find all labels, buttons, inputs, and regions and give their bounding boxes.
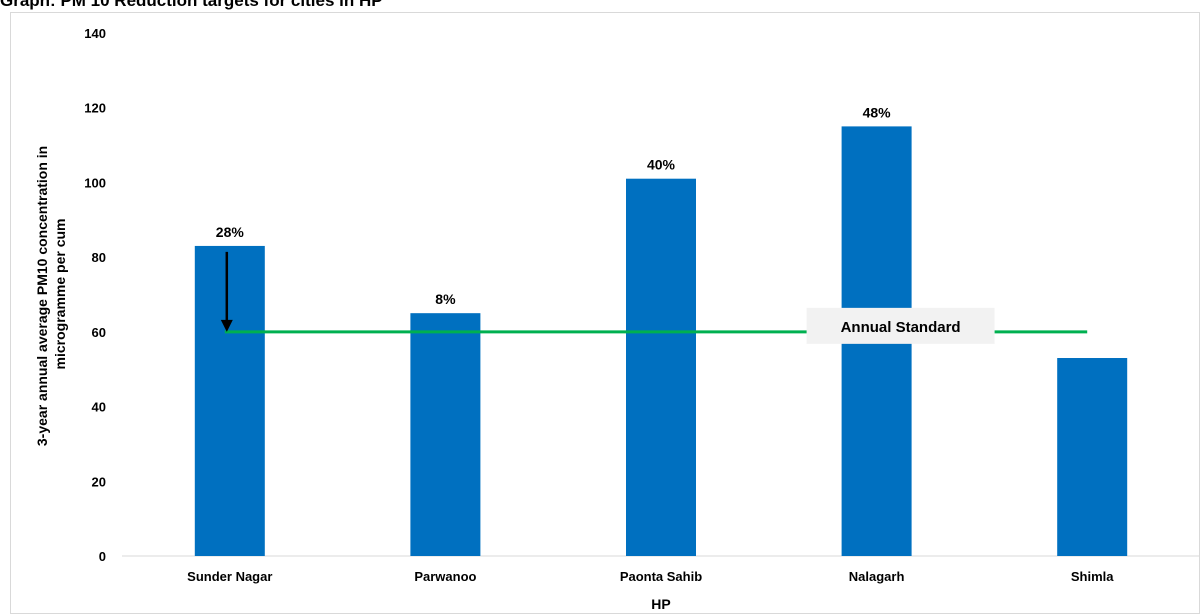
y-axis-title-line-2: microgramme per cum <box>52 219 68 370</box>
x-tick-label: Sunder Nagar <box>187 569 272 584</box>
data-label: 40% <box>647 157 676 173</box>
y-axis-title-line-1: 3-year annual average PM10 concentration… <box>34 146 50 446</box>
y-axis-ticks: 0 20 40 60 80 100 120 140 <box>84 26 106 564</box>
chart-title: Graph: PM 10 Reduction targets for citie… <box>0 0 383 10</box>
annual-standard-label-box <box>806 307 995 344</box>
x-tick-label: Parwanoo <box>414 569 476 584</box>
x-tick-label: Shimla <box>1071 569 1114 584</box>
x-axis-title: HP <box>651 596 670 612</box>
data-labels: 28% 8% 40% 48% <box>216 104 891 307</box>
reduction-arrow-head <box>220 319 233 332</box>
y-tick-label: 60 <box>92 325 106 340</box>
bar <box>410 313 481 556</box>
y-tick-label: 20 <box>92 474 106 489</box>
bars <box>194 126 1128 557</box>
chart-frame <box>10 12 1200 614</box>
bar <box>1057 358 1128 556</box>
annual-standard-label: Annual Standard <box>841 319 961 336</box>
bar <box>194 245 265 556</box>
data-label: 8% <box>435 291 456 307</box>
y-tick-label: 0 <box>99 549 106 564</box>
y-tick-label: 100 <box>84 175 106 190</box>
y-tick-label: 120 <box>84 101 106 116</box>
data-label: 48% <box>863 104 892 120</box>
y-tick-label: 80 <box>92 250 106 265</box>
y-tick-label: 40 <box>92 400 106 415</box>
x-tick-label: Nalagarh <box>849 569 905 584</box>
y-tick-label: 140 <box>84 26 106 41</box>
data-label: 28% <box>216 224 245 240</box>
x-tick-label: Paonta Sahib <box>620 569 702 584</box>
bar <box>626 178 696 556</box>
y-axis-title: 3-year annual average PM10 concentration… <box>34 142 68 446</box>
x-axis-ticks: Sunder Nagar Parwanoo Paonta Sahib Nalagarh… <box>187 569 1114 584</box>
